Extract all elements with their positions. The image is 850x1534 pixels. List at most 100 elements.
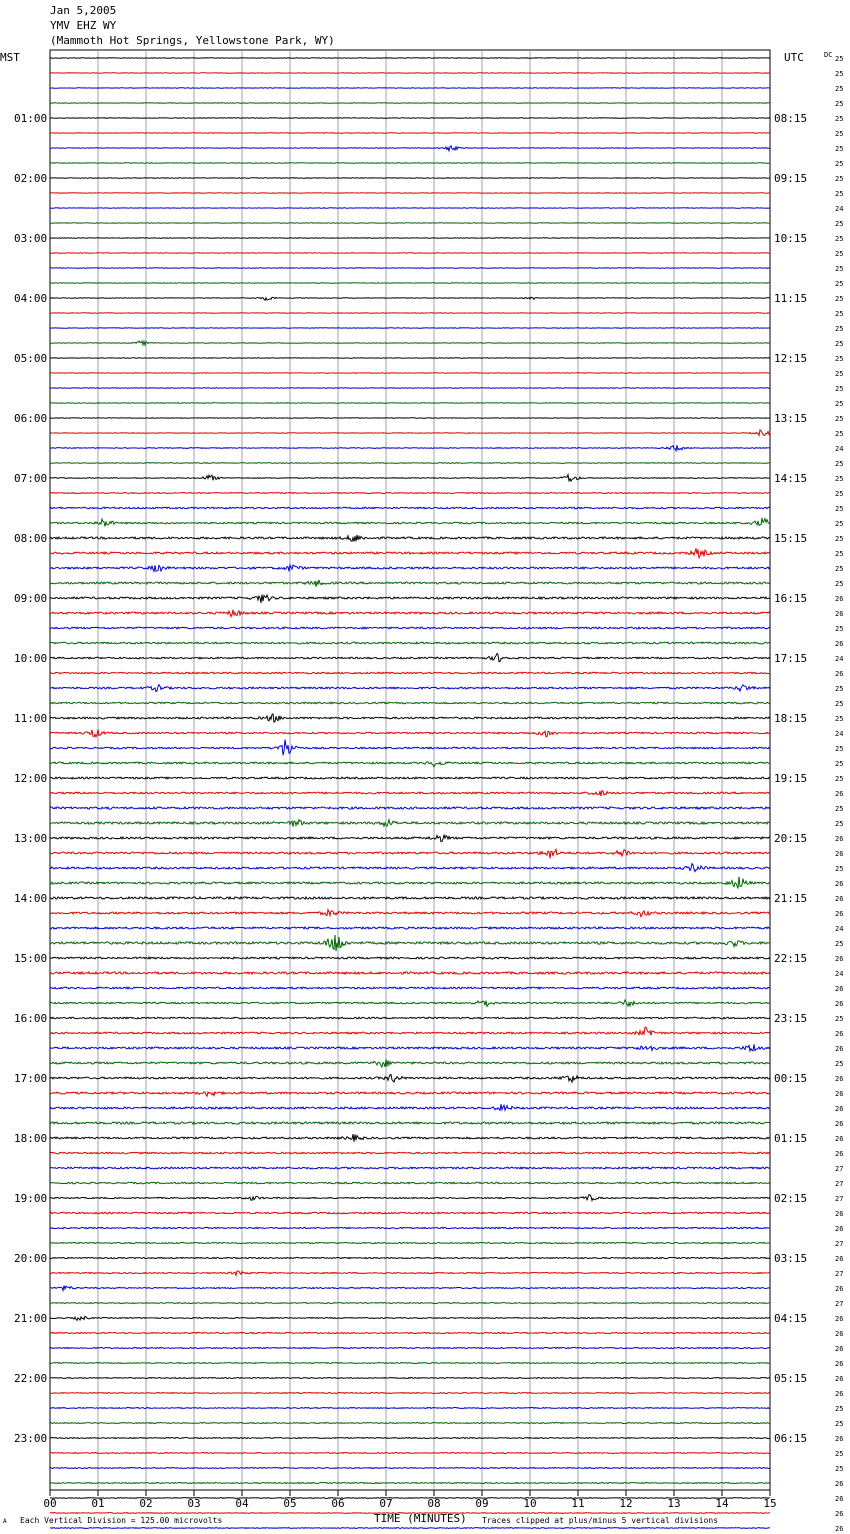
trace-line [49,1016,771,1020]
dc-value: 25 [835,865,843,873]
dc-value: 25 [835,535,843,543]
trace-line [49,428,771,438]
trace-line [49,1466,771,1470]
trace-line [49,144,771,153]
trace-line [49,192,771,194]
trace-line [49,207,771,209]
dc-value: 25 [835,280,843,288]
dc-value: 26 [835,1045,843,1053]
trace-line [49,237,771,239]
trace-line [49,563,771,574]
trace-line [49,444,771,453]
mst-hour-label: 21:00 [14,1312,47,1325]
dc-value: 25 [835,685,843,693]
utc-hour-label: 23:15 [774,1012,807,1025]
dc-value: 24 [835,205,843,213]
trace-line [49,713,771,723]
dc-value: 26 [835,910,843,918]
dc-value: 27 [835,1165,843,1173]
utc-hour-label: 21:15 [774,892,807,905]
utc-hour-label: 22:15 [774,952,807,965]
mst-hour-label: 16:00 [14,1012,47,1025]
utc-hour-label: 12:15 [774,352,807,365]
x-tick-label: 15 [763,1497,776,1510]
dc-value: 25 [835,805,843,813]
dc-value: 25 [835,460,843,468]
trace-line [49,282,771,284]
dc-value: 26 [835,1330,843,1338]
x-tick-label: 00 [43,1497,56,1510]
dc-value: 25 [835,355,843,363]
trace-line [49,1256,771,1260]
x-tick-label: 13 [667,1497,680,1510]
dc-value: 25 [835,310,843,318]
mst-hour-label: 09:00 [14,592,47,605]
trace-line [49,1496,771,1499]
dc-value: 25 [835,1450,843,1458]
trace-line [49,1511,771,1514]
x-tick-label: 11 [571,1497,584,1510]
trace-line [49,472,771,483]
dc-value: 24 [835,445,843,453]
trace-line [49,626,771,630]
dc-value: 26 [835,1105,843,1113]
trace-line [49,1181,771,1185]
dc-value: 26 [835,1255,843,1263]
dc-value: 25 [835,490,843,498]
trace-line [49,57,771,59]
trace-line [49,1194,771,1203]
mst-hour-label: 06:00 [14,412,47,425]
utc-hour-label: 06:15 [774,1432,807,1445]
dc-value: 26 [835,985,843,993]
trace-line [49,461,771,464]
dc-value: 25 [835,115,843,123]
utc-hour-label: 13:15 [774,412,807,425]
record-date: Jan 5,2005 [50,4,117,17]
trace-line [49,998,771,1008]
trace-line [49,739,771,756]
trace-line [49,517,771,527]
trace-line [49,491,771,495]
dc-value: 25 [835,1015,843,1023]
dc-value: 26 [835,1495,843,1503]
dc-value: 26 [835,1150,843,1158]
mst-hour-labels: 01:00 02:00 03:00 04:00 05:00 06:00 07:00 08:00… [14,112,47,1445]
trace-line [49,729,771,739]
trace-line [49,1026,771,1037]
trace-line [49,1059,771,1069]
station-code: YMV EHZ WY [50,19,117,32]
dc-value: 27 [835,1195,843,1203]
trace-line [49,1451,771,1455]
mst-hour-label: 20:00 [14,1252,47,1265]
trace-line [49,970,771,976]
dc-value: 27 [835,1180,843,1188]
dc-value: 26 [835,1210,843,1218]
trace-line [49,1436,771,1440]
dc-value: 26 [835,595,843,603]
x-axis-ticks: 00 01 02 03 04 05 06 07 08 09 10 11 12 13 14 15 [43,1490,777,1510]
dc-value: 26 [835,955,843,963]
dc-value: 25 [835,220,843,228]
dc-value: 26 [835,1135,843,1143]
trace-line [49,1481,771,1485]
trace-line [49,339,771,347]
dc-value: 24 [835,925,843,933]
mst-hour-label: 03:00 [14,232,47,245]
trace-line [49,1315,771,1322]
trace-line [49,956,771,960]
trace-line [49,895,771,901]
mst-hour-label: 18:00 [14,1132,47,1145]
trace-line [49,222,771,224]
dc-offset-labels: 25 25 25 25 25 25 25 25 25 25 24 25 25 25 25 25 25 25 25 25… [835,55,843,1533]
trace-line [49,372,771,374]
dc-value: 26 [835,880,843,888]
trace-line [49,701,771,705]
trace-line [49,790,771,797]
dc-value: 25 [835,130,843,138]
utc-hour-labels: 08:15 09:15 10:15 11:15 12:15 13:15 14:15 15:15… [774,112,807,1445]
trace-line [49,609,771,618]
trace-line [49,72,771,74]
utc-hour-label: 15:15 [774,532,807,545]
dc-value: 25 [835,265,843,273]
mst-hour-label: 05:00 [14,352,47,365]
